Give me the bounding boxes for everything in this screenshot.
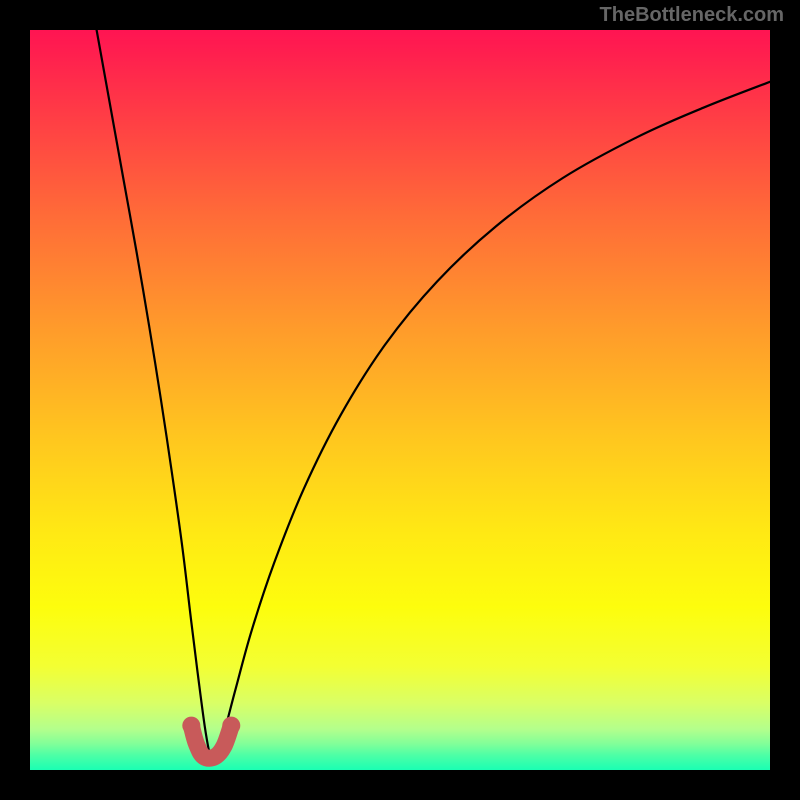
left-curve xyxy=(97,30,212,759)
right-curve xyxy=(211,82,770,759)
plot-area xyxy=(30,30,770,770)
chart-container: TheBottleneck.com xyxy=(0,0,800,800)
watermark-text: TheBottleneck.com xyxy=(600,4,784,27)
trough-marker-dot xyxy=(222,717,240,735)
trough-marker-dots xyxy=(182,717,240,735)
curve-overlay xyxy=(30,30,770,770)
trough-marker-dot xyxy=(182,717,200,735)
